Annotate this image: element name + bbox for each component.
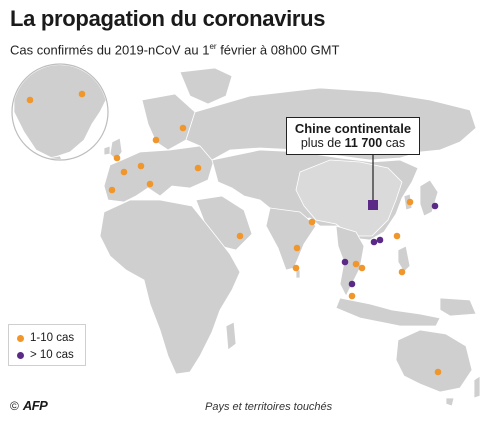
africa-shape	[99, 199, 241, 375]
case-marker	[341, 258, 349, 266]
case-marker	[26, 96, 34, 104]
newguinea-shape	[439, 297, 477, 317]
legend-item-few: 1-10 cas	[17, 330, 74, 346]
case-marker	[348, 292, 356, 300]
greenland-shape	[179, 67, 233, 105]
case-marker	[292, 264, 300, 272]
case-marker	[308, 218, 316, 226]
china-shape	[295, 159, 403, 237]
page-title: La propagation du coronavirus	[10, 6, 326, 31]
subtitle-end: février à 08h00 GMT	[216, 42, 340, 58]
indonesia-shape	[335, 297, 441, 327]
callout-value: 11 700	[344, 136, 383, 150]
china-callout: Chine continentale plus de 11 700 cas	[286, 117, 420, 155]
australia-shape	[395, 329, 473, 393]
callout-suffix: cas	[382, 136, 406, 150]
case-marker	[398, 268, 406, 276]
case-marker	[348, 280, 356, 288]
afp-logo: AFP	[22, 398, 48, 413]
case-marker	[137, 162, 145, 170]
copyright-symbol: ©	[10, 398, 19, 413]
case-marker	[434, 368, 442, 376]
map-caption: Pays et territoires touchés	[205, 401, 333, 413]
philippines-shape	[397, 245, 411, 273]
legend-label-many: > 10 cas	[30, 349, 74, 361]
tasmania-shape	[445, 397, 455, 407]
case-marker	[293, 244, 301, 252]
case-marker	[179, 124, 187, 132]
case-marker	[146, 180, 154, 188]
japan-shape	[419, 179, 439, 217]
case-marker	[406, 198, 414, 206]
scandinavia-shape	[141, 93, 196, 151]
subtitle-main: Cas confirmés du 2019-nCoV au 1	[10, 42, 210, 58]
case-marker	[352, 260, 360, 268]
srilanka-shape	[295, 269, 301, 279]
legend-item-many: > 10 cas	[17, 347, 74, 363]
callout-prefix: plus de	[300, 136, 345, 150]
china-marker	[368, 200, 378, 210]
legend-dot-many	[17, 351, 24, 359]
north-america-inset	[11, 63, 109, 161]
case-marker	[236, 232, 244, 240]
indochina-shape	[335, 225, 365, 297]
case-marker	[108, 186, 116, 194]
case-marker	[152, 136, 160, 144]
credit: © AFP	[10, 398, 48, 413]
case-markers	[26, 90, 442, 376]
subtitle-sup: er	[209, 42, 217, 51]
case-marker	[358, 264, 366, 272]
callout-line2: plus de 11 700 cas	[287, 136, 419, 150]
page-subtitle: Cas confirmés du 2019-nCoV au 1er févrie…	[10, 42, 339, 57]
legend-label-few: 1-10 cas	[30, 332, 75, 344]
case-marker	[113, 154, 121, 162]
case-marker	[376, 236, 384, 244]
case-marker	[431, 202, 439, 210]
newzealand-shape	[473, 375, 480, 399]
legend: 1-10 cas > 10 cas	[8, 324, 86, 366]
legend-dot-few	[17, 334, 24, 342]
case-marker	[194, 164, 202, 172]
ireland-shape	[103, 145, 111, 156]
case-marker	[120, 168, 128, 176]
madagascar-shape	[225, 321, 237, 351]
case-marker	[370, 238, 378, 246]
callout-line1: Chine continentale	[294, 121, 412, 136]
case-marker	[393, 232, 401, 240]
europe-shape	[103, 145, 215, 203]
case-marker	[78, 90, 86, 98]
